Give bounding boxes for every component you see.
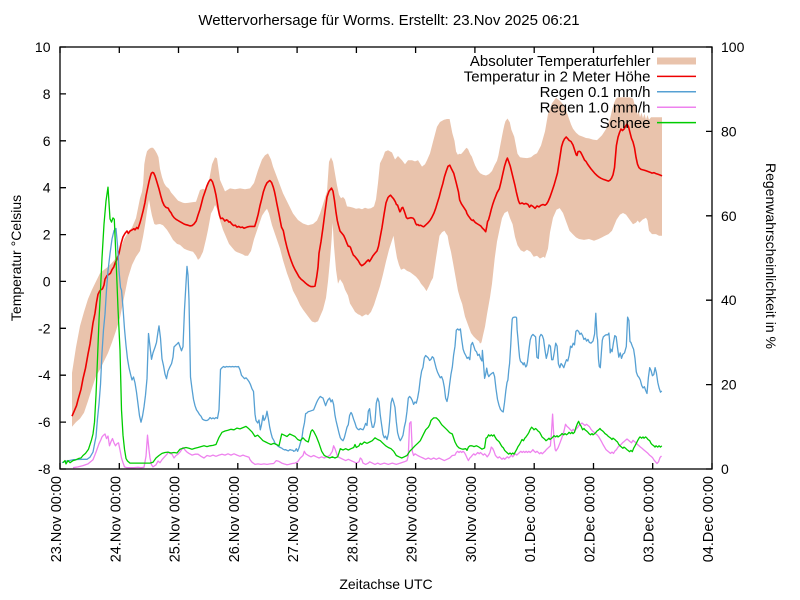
svg-text:8: 8 (43, 86, 51, 102)
svg-text:28.Nov 00:00: 28.Nov 00:00 (345, 476, 361, 562)
svg-text:03.Dec 00:00: 03.Dec 00:00 (642, 476, 658, 562)
svg-text:20: 20 (721, 377, 737, 393)
svg-text:25.Nov 00:00: 25.Nov 00:00 (168, 476, 184, 562)
svg-text:Schnee: Schnee (600, 115, 651, 132)
svg-text:Regen 0.1 mm/h: Regen 0.1 mm/h (540, 84, 651, 101)
svg-text:23.Nov 00:00: 23.Nov 00:00 (49, 476, 65, 562)
svg-text:Temperatur °Celsius: Temperatur °Celsius (8, 195, 24, 321)
svg-text:Regen 1.0 mm/h: Regen 1.0 mm/h (540, 99, 651, 116)
svg-text:2: 2 (43, 227, 51, 243)
svg-text:40: 40 (721, 292, 737, 308)
svg-text:4: 4 (43, 180, 51, 196)
svg-text:Absoluter Temperaturfehler: Absoluter Temperaturfehler (470, 53, 651, 70)
svg-text:01.Dec 00:00: 01.Dec 00:00 (523, 476, 539, 562)
svg-text:Regenwahrscheinlichkeit in %: Regenwahrscheinlichkeit in % (763, 163, 779, 349)
svg-text:0: 0 (43, 273, 51, 289)
svg-text:30.Nov 00:00: 30.Nov 00:00 (464, 476, 480, 562)
svg-text:29.Nov 00:00: 29.Nov 00:00 (405, 476, 421, 562)
svg-text:02.Dec 00:00: 02.Dec 00:00 (583, 476, 599, 562)
svg-text:60: 60 (721, 208, 737, 224)
svg-text:-2: -2 (38, 320, 51, 336)
svg-text:26.Nov 00:00: 26.Nov 00:00 (227, 476, 243, 562)
svg-text:Wettervorhersage für Worms. Er: Wettervorhersage für Worms. Erstellt: 23… (198, 12, 579, 29)
svg-text:0: 0 (721, 461, 729, 477)
svg-text:-8: -8 (38, 461, 51, 477)
svg-text:6: 6 (43, 133, 51, 149)
svg-text:27.Nov 00:00: 27.Nov 00:00 (286, 476, 302, 562)
svg-text:04.Dec 00:00: 04.Dec 00:00 (701, 476, 717, 562)
svg-text:-4: -4 (38, 367, 51, 383)
svg-text:100: 100 (721, 39, 745, 55)
svg-text:10: 10 (35, 39, 51, 55)
svg-text:24.Nov 00:00: 24.Nov 00:00 (108, 476, 124, 562)
svg-text:-6: -6 (38, 414, 51, 430)
svg-text:80: 80 (721, 123, 737, 139)
svg-text:Temperatur in 2 Meter Höhe: Temperatur in 2 Meter Höhe (464, 69, 651, 86)
svg-text:Zeitachse UTC: Zeitachse UTC (339, 576, 432, 592)
